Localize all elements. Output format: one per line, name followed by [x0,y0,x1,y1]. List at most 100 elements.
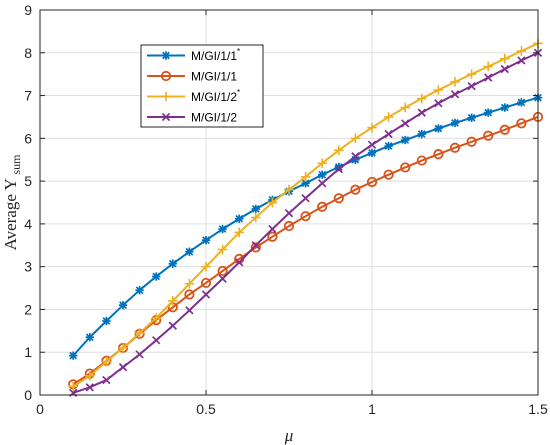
y-tick-label: 0 [24,387,32,403]
y-tick-label: 3 [24,259,32,275]
data-point [433,149,444,160]
legend-label: M/GI/1/1 [191,70,237,84]
data-point [466,69,477,79]
data-point [466,136,477,147]
y-tick-label: 7 [24,88,32,104]
data-point [433,85,444,95]
x-tick-label: 1 [368,401,376,417]
data-point [268,224,277,234]
legend-swatch-marker [161,51,171,60]
data-point [85,383,94,392]
data-point [184,289,195,300]
data-point [517,56,526,65]
y-tick-label: 9 [24,2,32,18]
tick-labels: 0 0.5 1 1.5 0 1 2 3 4 5 6 7 8 9 [24,2,548,417]
legend-swatch-marker [160,70,172,82]
data-point [383,112,394,122]
data-point [85,333,94,342]
legend-entry: M/GI/1/1 [147,70,237,84]
data-point [300,172,311,182]
data-point [434,99,443,108]
data-point [301,179,310,188]
data-point [483,130,494,141]
data-point [168,259,177,268]
data-point [200,277,212,289]
data-point [318,170,327,179]
data-point [218,274,227,283]
data-point [384,141,393,151]
data-point [500,64,509,74]
data-point [251,204,260,214]
data-point [201,235,211,245]
data-point [69,351,78,360]
data-point [367,140,377,149]
data-point [450,118,460,128]
legend-label-superscript: * [237,47,240,56]
data-point [351,152,360,161]
legend-entry: M/GI/1/2 [147,111,237,125]
data-point [416,155,427,166]
data-point [366,176,378,188]
data-point [484,73,493,82]
y-axis-title-main: Average Y [1,178,20,250]
data-point [500,103,509,112]
data-point [284,209,294,218]
data-point [217,244,228,255]
data-point [417,129,426,139]
data-point [118,300,128,310]
data-point [85,370,95,381]
legend-entry: M/GI/1/2* [147,88,240,104]
data-point [300,211,311,222]
data-point [334,145,344,156]
data-point [450,90,460,99]
data-point [168,321,177,330]
data-point [317,201,328,212]
data-point [218,224,227,234]
data-point [467,113,476,122]
legend-box [140,44,264,128]
data-point [417,93,427,104]
data-point [235,258,244,267]
data-point [500,53,510,64]
data-point [168,296,178,306]
data-point [251,212,261,223]
data-point [350,184,361,195]
data-point [102,375,111,385]
y-tick-label: 4 [24,216,32,232]
data-point [334,164,343,174]
data-point [118,343,128,353]
data-point [201,290,211,299]
legend-label-superscript: * [237,88,240,97]
series-4 [69,48,543,398]
data-point [201,261,211,272]
data-point [400,102,410,113]
data-point [152,272,161,281]
data-point [384,129,393,139]
data-point [467,81,476,91]
data-point [450,77,460,87]
data-point [101,356,112,367]
data-point [517,98,526,107]
data-point [151,313,161,323]
data-point [367,148,377,158]
data-point [499,124,510,135]
data-point [234,227,244,238]
x-tick-label: 0.5 [196,401,216,417]
data-point [449,142,461,153]
data-point [251,241,260,250]
legend: M/GI/1/1* M/GI/1/1 M/GI/1/2* M/GI/1/2 [140,44,264,128]
data-point [333,193,344,204]
data-point [516,46,527,56]
legend-label: M/GI/1/2 [191,111,237,125]
data-point [135,285,144,295]
y-tick-label: 2 [24,301,32,317]
data-point [102,316,111,326]
data-point [484,108,493,117]
y-tick-label: 1 [24,344,32,360]
data-point [135,350,144,359]
axis-ticks [39,9,539,396]
data-point [68,381,78,392]
plot-frame [39,9,539,396]
data-point [317,158,327,168]
data-point [184,278,195,289]
